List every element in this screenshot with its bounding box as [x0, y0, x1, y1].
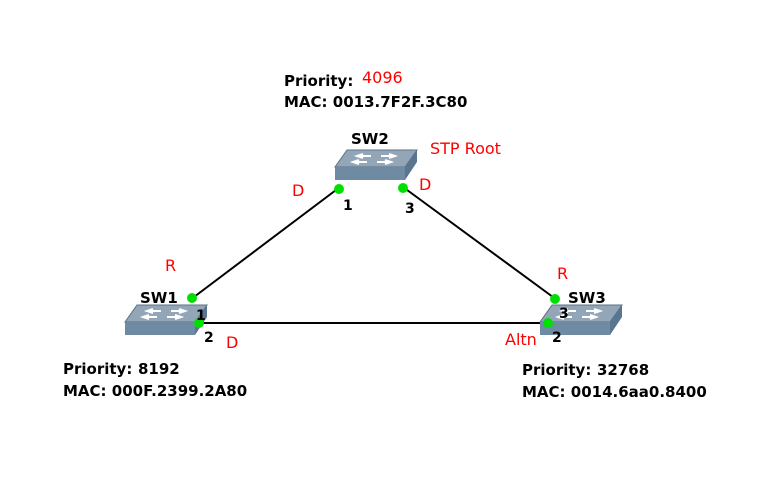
- port-dot-sw2-p3: [398, 183, 408, 193]
- sw2-priority-label: Priority:: [284, 72, 353, 90]
- sw3-port2-number: 2: [552, 330, 562, 346]
- sw2-name: SW2: [351, 130, 389, 148]
- sw1-mac: MAC: 000F.2399.2A80: [63, 382, 247, 400]
- sw1-port2-role: D: [226, 333, 238, 352]
- sw3-port3-role: R: [557, 264, 568, 283]
- port-dot-sw3-p3: [550, 294, 560, 304]
- port-dot-sw2-p1: [334, 184, 344, 194]
- port-dot-sw1-p1: [187, 293, 197, 303]
- sw3-priority: 32768: [597, 361, 649, 379]
- sw2-port1-number: 1: [343, 198, 353, 214]
- sw3-port3-number: 3: [559, 306, 569, 322]
- sw1-name: SW1: [140, 289, 178, 307]
- port-dot-sw1-p2: [194, 318, 204, 328]
- sw2-role: STP Root: [430, 139, 501, 158]
- sw1-port1-number: 1: [196, 308, 206, 324]
- port-dot-sw3-p2: [543, 318, 553, 328]
- switch-sw1-icon[interactable]: [124, 304, 208, 336]
- sw1-priority-label: Priority:: [63, 360, 132, 378]
- sw2-port3-number: 3: [405, 201, 415, 217]
- sw2-mac: MAC: 0013.7F2F.3C80: [284, 93, 467, 111]
- sw3-name: SW3: [568, 289, 606, 307]
- sw3-priority-label: Priority:: [522, 361, 591, 379]
- sw2-port1-role: D: [292, 181, 304, 200]
- sw1-port1-role: R: [165, 256, 176, 275]
- sw2-priority: 4096: [362, 68, 403, 87]
- sw2-port3-role: D: [419, 175, 431, 194]
- link-sw2-sw3: [402, 186, 558, 301]
- sw3-port2-role: Altn: [505, 330, 537, 349]
- sw1-port2-number: 2: [204, 330, 214, 346]
- sw3-mac: MAC: 0014.6aa0.8400: [522, 383, 707, 401]
- link-sw1-sw2: [189, 186, 341, 301]
- switch-sw2-icon[interactable]: [334, 149, 418, 181]
- sw1-priority: 8192: [138, 360, 180, 378]
